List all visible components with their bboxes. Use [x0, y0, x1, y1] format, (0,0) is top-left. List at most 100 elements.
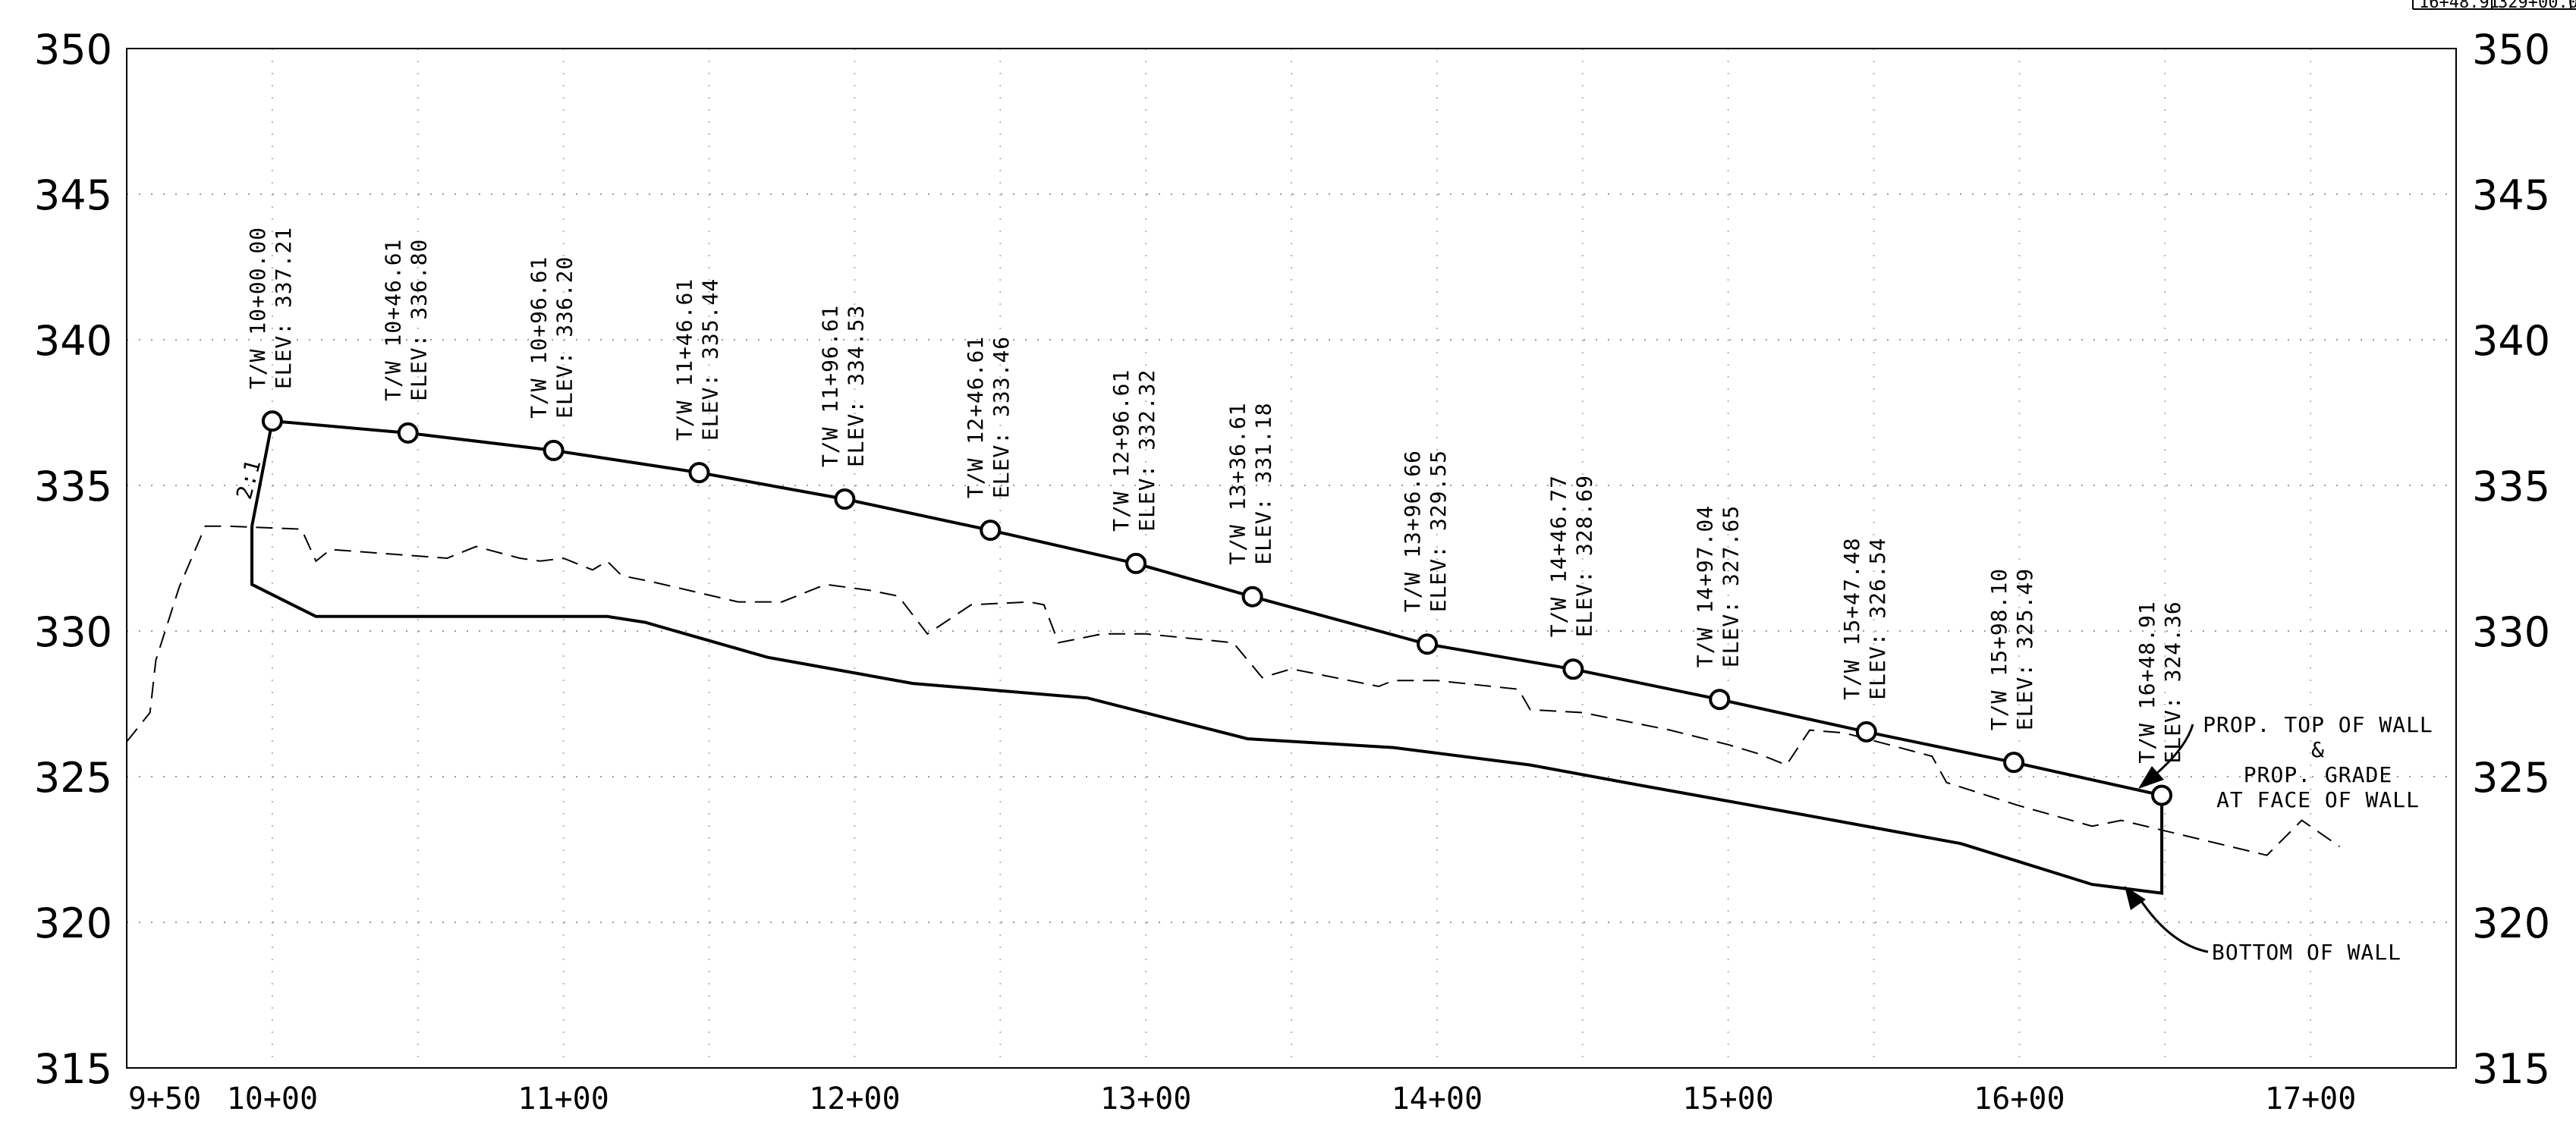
top-of-wall-elevation: ELEV: 331.18 [1251, 402, 1276, 564]
top-of-wall-label: T/W 13+96.66 ELEV: 329.55 [1400, 450, 1451, 612]
elevation-tick-label-right: 350 [2472, 26, 2550, 74]
elevation-tick-label-right: 345 [2472, 171, 2550, 219]
top-of-wall-label: T/W 12+46.61 ELEV: 333.46 [963, 336, 1014, 498]
station-tick-label: 16+00 [1974, 1082, 2065, 1116]
top-of-wall-station: T/W 11+46.61 [672, 278, 697, 441]
annotation-leader-bottom [2138, 898, 2209, 953]
top-of-wall-point [2003, 752, 2025, 774]
annotation-arrowhead-top [2138, 766, 2164, 789]
top-of-wall-point [261, 410, 283, 432]
bottom-of-wall-note: BOTTOM OF WALL [2212, 940, 2401, 965]
top-of-wall-elevation: ELEV: 326.54 [1865, 538, 1890, 700]
elevation-tick-label-right: 340 [2472, 317, 2550, 365]
top-of-wall-annotation: PROP. TOP OF WALL & PROP. GRADE AT FACE … [2138, 712, 2433, 812]
elevation-tick-label-right: 315 [2472, 1045, 2550, 1093]
elevation-tick-label-left: 315 [34, 1045, 112, 1093]
top-of-wall-line [250, 419, 2162, 797]
elevation-tick-label-right: 335 [2472, 463, 2550, 510]
elevation-tick-label-left: 335 [34, 463, 112, 510]
title-block-cell [2570, 0, 2576, 10]
elevation-tick-label-left: 325 [34, 754, 112, 802]
elevation-tick-label-left: 350 [34, 26, 112, 74]
top-of-wall-station: T/W 13+36.61 [1225, 402, 1250, 564]
top-of-wall-label: T/W 14+46.77 ELEV: 328.69 [1546, 475, 1596, 637]
top-of-wall-station: T/W 13+96.66 [1400, 450, 1425, 612]
top-of-wall-elevation: ELEV: 328.69 [1571, 475, 1596, 637]
top-of-wall-station: T/W 16+48.91 [2134, 601, 2159, 763]
elevation-tick-label-right: 325 [2472, 754, 2550, 802]
top-of-wall-label: T/W 10+96.61 ELEV: 336.20 [527, 256, 577, 419]
top-of-wall-point [980, 520, 1002, 542]
top-of-wall-label: T/W 11+96.61 ELEV: 334.53 [817, 305, 868, 467]
annotation-line-1: PROP. TOP OF WALL [2203, 712, 2433, 737]
top-of-wall-station: T/W 10+96.61 [527, 256, 552, 419]
top-of-wall-label: T/W 13+36.61 ELEV: 331.18 [1225, 402, 1276, 564]
top-of-wall-station: T/W 14+97.04 [1692, 505, 1717, 667]
top-of-wall-point [1709, 689, 1731, 711]
top-of-wall-point [1241, 586, 1263, 608]
top-of-wall-point [543, 439, 565, 461]
top-of-wall-station: T/W 11+96.61 [817, 305, 842, 467]
top-of-wall-elevation: ELEV: 336.20 [552, 256, 577, 419]
top-of-wall-point [834, 488, 856, 510]
top-of-wall-elevation: ELEV: 335.44 [697, 278, 722, 441]
elevation-axis-right: 315 320 325 330 335 340 345 350 [2472, 26, 2550, 1093]
top-of-wall-points [261, 410, 2173, 806]
top-of-wall-station: T/W 15+98.10 [1986, 568, 2011, 730]
top-of-wall-station: T/W 14+46.77 [1546, 475, 1571, 637]
station-tick-label: 13+00 [1100, 1082, 1191, 1116]
station-tick-label: 11+00 [517, 1082, 609, 1116]
annotation-line-3: PROP. GRADE [2244, 762, 2392, 787]
elevation-tick-label-right: 320 [2472, 900, 2550, 947]
top-of-wall-label: T/W 10+00.00 ELEV: 337.21 [245, 227, 296, 389]
title-block-station-a: 16+48.91 [2419, 0, 2499, 12]
top-of-wall-elevation: ELEV: 336.80 [407, 239, 432, 401]
top-of-wall-station: T/W 12+96.61 [1109, 369, 1134, 532]
top-of-wall-label: T/W 15+98.10 ELEV: 325.49 [1986, 568, 2037, 730]
plot-frame [126, 48, 2457, 1069]
station-axis: 9+50 10+00 11+00 12+00 13+00 14+00 15+00 16+00 1… [128, 1082, 2357, 1116]
top-of-wall-point [1417, 633, 1439, 655]
top-of-wall-point [397, 422, 419, 444]
elevation-tick-label-right: 330 [2472, 608, 2550, 656]
grid-lines [127, 49, 2456, 1068]
elevation-tick-label-left: 320 [34, 900, 112, 947]
station-tick-label: 10+00 [227, 1082, 318, 1116]
top-of-wall-label: T/W 11+46.61 ELEV: 335.44 [672, 278, 722, 441]
top-of-wall-point [1562, 658, 1584, 680]
top-of-wall-elevation: ELEV: 325.49 [2012, 568, 2037, 730]
top-of-wall-label: T/W 10+46.61 ELEV: 336.80 [381, 239, 432, 401]
annotation-arrowhead-bottom [2125, 886, 2146, 910]
elevation-tick-label-left: 340 [34, 317, 112, 365]
top-of-wall-label: T/W 15+47.48 ELEV: 326.54 [1839, 538, 1890, 700]
bottom-of-wall-annotation: BOTTOM OF WALL [2125, 886, 2401, 965]
top-of-wall-elevation: ELEV: 324.36 [2160, 601, 2185, 763]
top-of-wall-elevation: ELEV: 327.65 [1718, 505, 1743, 667]
top-of-wall-station: T/W 12+46.61 [963, 336, 988, 498]
top-of-wall-labels: T/W 10+00.00 ELEV: 337.21 T/W 10+46.61 ELEV… [245, 227, 2185, 764]
title-block-fragment: 16+48.91 329+00.00 [2412, 0, 2576, 12]
top-of-wall-elevation: ELEV: 332.32 [1134, 369, 1159, 532]
top-of-wall-elevation: ELEV: 329.55 [1426, 450, 1451, 612]
elevation-axis-left: 315 320 325 330 335 340 345 350 [34, 26, 112, 1093]
top-of-wall-elevation: ELEV: 333.46 [989, 336, 1014, 498]
elevation-tick-label-left: 345 [34, 171, 112, 219]
station-tick-label: 14+00 [1392, 1082, 1483, 1116]
top-of-wall-station: T/W 10+00.00 [245, 227, 270, 389]
top-of-wall-point [688, 462, 710, 484]
station-tick-label: 9+50 [128, 1082, 201, 1116]
top-of-wall-label: T/W 14+97.04 ELEV: 327.65 [1692, 505, 1743, 667]
top-of-wall-point [1855, 721, 1877, 743]
annotation-line-4: AT FACE OF WALL [2216, 787, 2420, 812]
station-tick-label: 12+00 [809, 1082, 900, 1116]
top-of-wall-station: T/W 15+47.48 [1839, 538, 1864, 700]
top-of-wall-elevation: ELEV: 334.53 [843, 305, 868, 467]
bottom-of-wall-line [250, 526, 2164, 895]
top-of-wall-label: T/W 16+48.91 ELEV: 324.36 [2134, 601, 2185, 763]
top-of-wall-label: T/W 12+96.61 ELEV: 332.32 [1109, 369, 1159, 532]
title-block-station-b: 329+00.00 [2498, 0, 2576, 12]
station-tick-label: 17+00 [2265, 1082, 2356, 1116]
top-of-wall-point [2151, 784, 2173, 806]
